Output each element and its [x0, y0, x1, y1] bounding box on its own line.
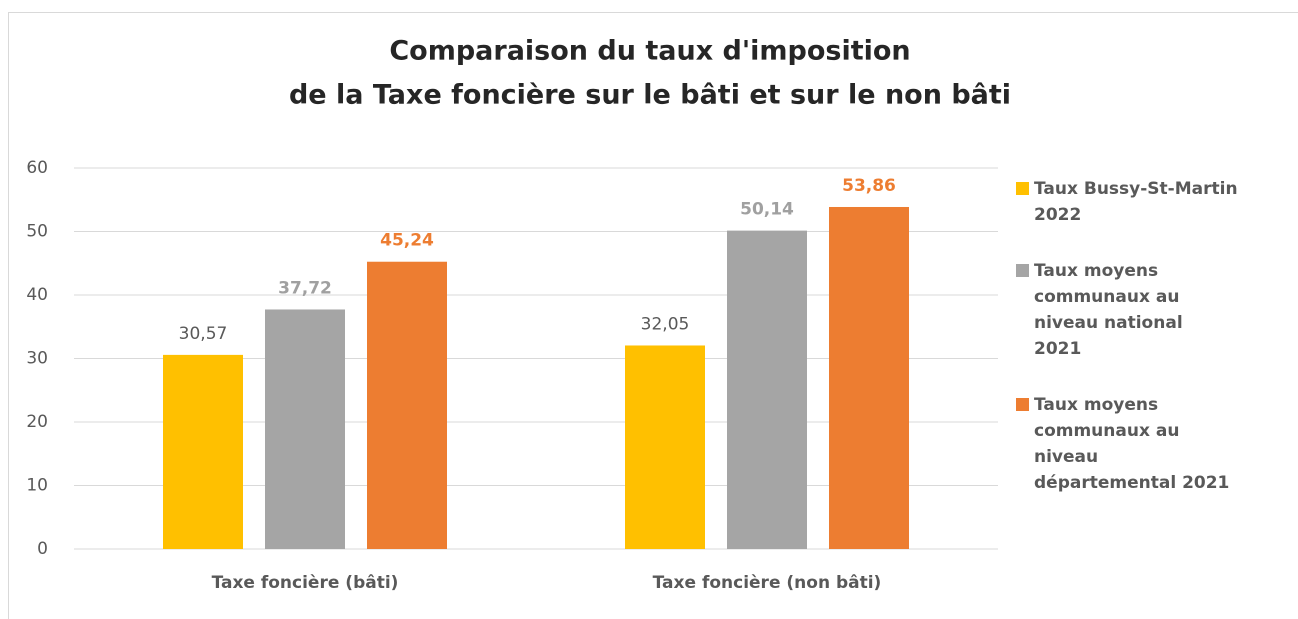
- legend-swatch: [1016, 264, 1029, 277]
- legend-label: Taux moyens communaux au niveau départem…: [1034, 395, 1230, 493]
- y-tick-label: 60: [26, 158, 48, 178]
- bar: [625, 345, 705, 549]
- legend-label: Taux moyens communaux au niveau national…: [1034, 261, 1183, 359]
- chart-border: [8, 12, 1298, 619]
- y-tick-label: 10: [26, 476, 48, 496]
- x-tick-label: Taxe foncière (bâti): [212, 573, 399, 593]
- y-tick-label: 30: [26, 349, 48, 369]
- value-label: 50,14: [740, 200, 794, 220]
- legend-swatch: [1016, 182, 1029, 195]
- legend-label: Taux Bussy-St-Martin 2022: [1034, 179, 1238, 225]
- bar: [367, 261, 447, 549]
- x-tick-label: Taxe foncière (non bâti): [653, 573, 882, 593]
- chart-title: de la Taxe foncière sur le bâti et sur l…: [289, 80, 1011, 111]
- y-tick-label: 20: [26, 412, 48, 432]
- bar: [265, 309, 345, 549]
- value-label: 30,57: [179, 324, 228, 344]
- legend-swatch: [1016, 398, 1029, 411]
- y-tick-label: 40: [26, 285, 48, 305]
- value-label: 53,86: [842, 176, 896, 196]
- value-label: 37,72: [278, 278, 332, 298]
- bar: [829, 206, 909, 549]
- bar: [727, 230, 807, 549]
- legend: Taux Bussy-St-Martin 2022 Taux moyens com…: [1016, 176, 1278, 496]
- value-label: 45,24: [380, 231, 434, 251]
- bar: [163, 354, 243, 549]
- chart-title: Comparaison du taux d'imposition: [389, 36, 910, 67]
- y-tick-label: 0: [37, 539, 48, 559]
- value-label: 32,05: [641, 314, 690, 334]
- legend-item: Taux moyens communaux au niveau départem…: [1016, 392, 1278, 496]
- legend-item: Taux Bussy-St-Martin 2022: [1016, 176, 1278, 228]
- y-tick-label: 50: [26, 222, 48, 242]
- legend-item: Taux moyens communaux au niveau national…: [1016, 258, 1278, 362]
